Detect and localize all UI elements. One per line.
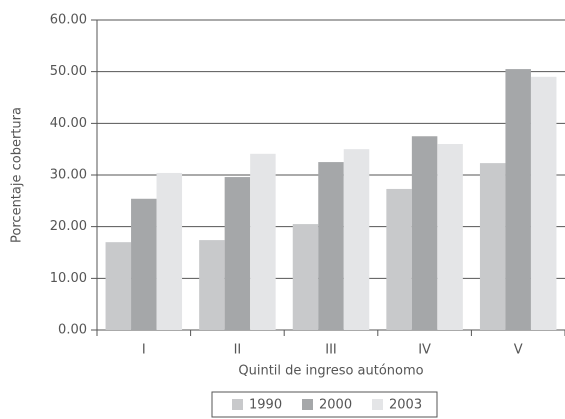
bar	[199, 240, 225, 330]
x-tick-label: II	[234, 343, 242, 358]
bar	[318, 162, 344, 330]
bar	[250, 153, 276, 330]
legend-label: 2003	[389, 398, 422, 413]
bar	[131, 198, 157, 330]
y-tick-label: 40.00	[50, 116, 87, 131]
bar	[105, 242, 132, 330]
y-axis-label: Porcentaje cobertura	[10, 107, 25, 243]
bar	[224, 177, 251, 330]
bar	[343, 149, 370, 330]
bar	[156, 172, 183, 330]
bar	[505, 69, 531, 330]
x-tick-label: I	[142, 343, 146, 358]
legend-box	[211, 391, 438, 418]
bar	[530, 76, 557, 330]
y-tick-label: 10.00	[50, 271, 87, 286]
x-tick-label: IV	[418, 343, 431, 358]
y-tick-label: 50.00	[50, 64, 87, 79]
legend-swatch	[372, 399, 383, 410]
y-tick-label: 30.00	[50, 168, 87, 183]
bar	[292, 224, 319, 330]
bar	[437, 144, 463, 330]
bar	[386, 188, 412, 330]
x-axis-label: Quintil de ingreso autónomo	[238, 364, 423, 379]
legend-swatch	[302, 399, 313, 410]
x-tick-label: III	[325, 343, 337, 358]
legend-swatch	[232, 399, 243, 410]
y-tick-label: 60.00	[50, 13, 87, 28]
bar	[479, 163, 506, 330]
x-tick-label: V	[514, 343, 523, 358]
bar	[411, 136, 438, 330]
legend-label: 2000	[319, 398, 352, 413]
y-tick-label: 20.00	[50, 219, 87, 234]
y-tick-label: 0.00	[58, 323, 87, 338]
legend-label: 1990	[249, 398, 282, 413]
